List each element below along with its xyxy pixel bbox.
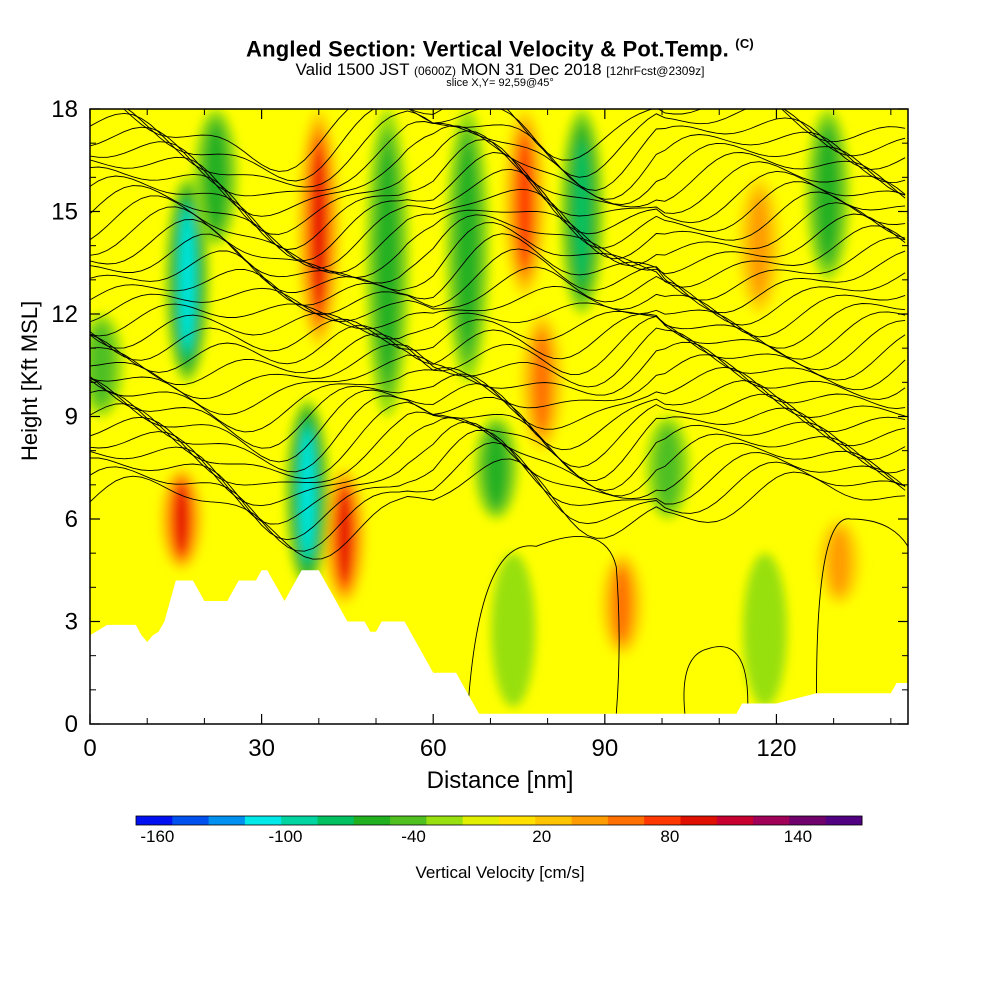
isentrope — [90, 285, 906, 338]
velocity-feature-5 — [599, 553, 644, 656]
colorbar-swatch — [716, 816, 754, 825]
colorbar-swatch — [825, 816, 863, 825]
chart-subtitle: Valid 1500 JST (0600Z) MON 31 Dec 2018 [… — [295, 60, 705, 79]
isentrope — [467, 535, 620, 714]
isentrope — [90, 110, 906, 191]
isentrope — [90, 411, 906, 491]
x-tick-label: 60 — [420, 735, 447, 762]
y-tick-label: 12 — [51, 301, 78, 328]
y-axis-label: Height [Kft MSL] — [17, 300, 42, 461]
y-tick-label: 18 — [51, 96, 78, 123]
isentrope — [90, 125, 906, 217]
isentrope — [90, 302, 906, 349]
x-tick-label: 90 — [591, 735, 618, 762]
x-tick-label: 0 — [83, 735, 96, 762]
colorbar-swatch — [317, 816, 355, 825]
velocity-feature-18 — [742, 553, 787, 707]
velocity-feature-2 — [322, 467, 367, 605]
slice-info: slice X,Y= 92,59@45° — [446, 77, 554, 89]
isentrope — [90, 441, 906, 552]
colorbar-swatch — [390, 816, 427, 825]
colorbar-tick-label: 20 — [532, 827, 551, 846]
velocity-feature-7 — [817, 519, 862, 605]
isentrope — [90, 416, 906, 507]
x-tick-label: 120 — [756, 735, 796, 762]
colorbar-swatch — [172, 816, 210, 825]
isentrope — [90, 121, 906, 200]
colorbar-tick-label: -40 — [401, 827, 426, 846]
velocity-feature-11 — [365, 109, 410, 417]
isentrope — [683, 646, 749, 714]
isentrope — [816, 518, 908, 694]
y-tick-label: 6 — [65, 506, 78, 533]
isentrope — [90, 421, 906, 525]
y-tick-label: 0 — [65, 711, 78, 738]
colorbar-swatch — [680, 816, 718, 825]
isentrope — [90, 248, 906, 315]
colorbar-swatch — [789, 816, 827, 825]
velocity-feature-14 — [474, 416, 519, 519]
colorbar-swatch — [753, 816, 790, 825]
velocity-feature-12 — [445, 109, 490, 383]
colorbar-label: Vertical Velocity [cm/s] — [415, 863, 585, 882]
colorbar-tick-label: -100 — [268, 827, 302, 846]
colorbar-swatch — [644, 816, 681, 825]
colorbar-swatch — [136, 816, 173, 825]
isentrope — [90, 327, 906, 400]
isentrope — [90, 266, 906, 326]
isentrope — [90, 315, 906, 386]
plot-area — [90, 109, 908, 724]
isentrope — [90, 188, 906, 274]
velocity-feature-13 — [559, 109, 604, 314]
colorbar-frame — [135, 815, 863, 826]
isentrope — [126, 109, 906, 182]
isentrope — [90, 401, 906, 482]
velocity-feature-1 — [296, 109, 341, 349]
terrain-mask — [90, 570, 908, 724]
colorbar-swatch — [499, 816, 536, 825]
y-tick-label: 15 — [51, 199, 78, 226]
colorbar-tick-label: -160 — [140, 827, 174, 846]
y-tick-label: 9 — [65, 404, 78, 431]
isentrope — [90, 311, 906, 361]
isentrope — [123, 109, 906, 172]
colorbar-swatch — [571, 816, 609, 825]
colorbar-tick-label: 140 — [784, 827, 812, 846]
colorbar-swatch — [208, 816, 246, 825]
colorbar-tick-label: 80 — [660, 827, 679, 846]
velocity-feature-3 — [502, 109, 547, 297]
isentrope — [90, 378, 906, 463]
isentrope — [90, 130, 906, 235]
isentrope — [90, 202, 906, 279]
isentrope — [90, 233, 906, 306]
velocity-feature-6 — [737, 177, 782, 314]
chart-title: Angled Section: Vertical Velocity & Pot.… — [246, 36, 754, 62]
x-tick-label: 30 — [248, 735, 275, 762]
velocity-feature-16 — [805, 109, 850, 280]
isentrope — [90, 354, 906, 433]
velocity-feature-8 — [165, 177, 210, 383]
velocity-feature-17 — [491, 553, 536, 707]
colorbar-swatch — [244, 816, 282, 825]
velocity-feature-0 — [159, 467, 204, 571]
colorbar-swatch — [535, 816, 573, 825]
colorbar-swatch — [462, 816, 500, 825]
isentrope — [90, 152, 906, 262]
colorbar-swatch — [353, 816, 391, 825]
velocity-feature-19 — [90, 314, 124, 417]
colorbar-swatch — [426, 816, 464, 825]
isentrope — [90, 341, 906, 416]
isentrope — [90, 366, 906, 449]
velocity-feature-10 — [193, 109, 238, 246]
x-axis-label: Distance [nm] — [426, 767, 574, 794]
isentrope — [90, 168, 906, 269]
y-tick-label: 3 — [65, 609, 78, 636]
isentrope — [90, 139, 906, 250]
isentrope — [90, 458, 906, 560]
colorbar-swatch — [607, 816, 645, 825]
colorbar-swatch — [281, 816, 318, 825]
